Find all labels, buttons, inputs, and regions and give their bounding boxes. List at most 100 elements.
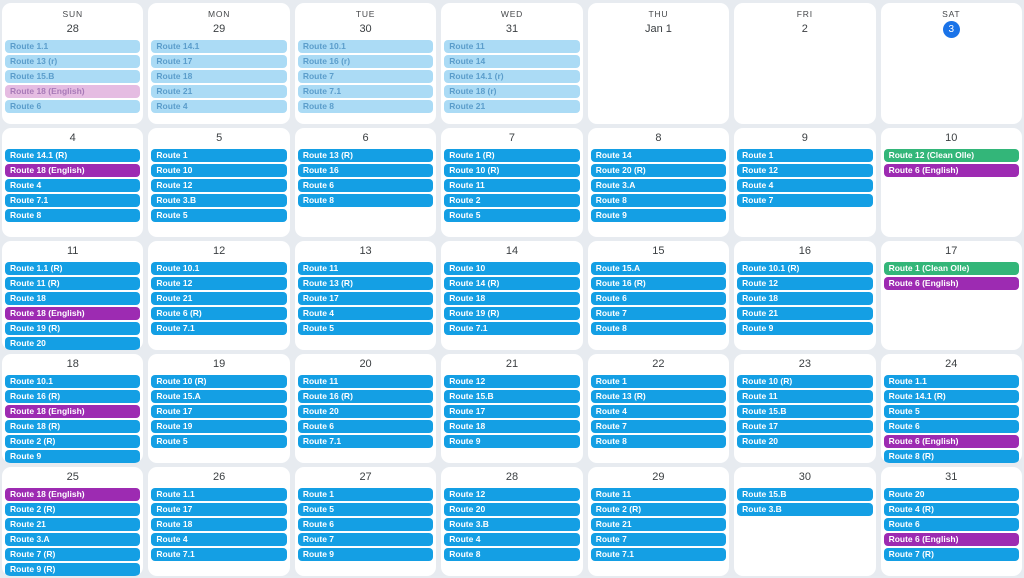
event-chip[interactable]: Route 7.1: [297, 85, 434, 98]
event-chip[interactable]: Route 9: [297, 548, 434, 561]
event-chip[interactable]: Route 4: [737, 179, 873, 192]
event-chip[interactable]: Route 18: [444, 292, 580, 305]
event-chip[interactable]: Route 14.1 (R): [883, 390, 1019, 403]
event-chip[interactable]: Route 10.1 (R): [737, 262, 873, 275]
event-chip[interactable]: Route 11: [297, 375, 434, 388]
day-cell[interactable]: 22 Route 1 Route 13 (R) Route 4 Route 7 Route…: [587, 354, 730, 463]
event-chip[interactable]: Route 10: [151, 164, 287, 177]
event-chip[interactable]: Route 9: [737, 322, 873, 335]
event-chip[interactable]: Route 7: [297, 533, 434, 546]
event-chip[interactable]: Route 19 (R): [5, 322, 141, 335]
event-chip[interactable]: Route 6: [883, 518, 1019, 531]
day-cell[interactable]: 15 Route 15.A Route 16 (R) Route 6 Route 7 Ro…: [587, 241, 730, 350]
event-chip[interactable]: Route 17: [151, 55, 287, 68]
day-cell[interactable]: THU Jan 1: [587, 3, 730, 124]
event-chip[interactable]: Route 1.1: [151, 488, 287, 501]
event-chip[interactable]: Route 6 (English): [883, 277, 1019, 290]
event-chip[interactable]: Route 5: [444, 209, 580, 222]
event-chip[interactable]: Route 6: [5, 100, 141, 113]
date-number[interactable]: 14: [505, 245, 519, 257]
event-chip[interactable]: Route 14.1 (r): [444, 70, 580, 83]
event-chip[interactable]: Route 2: [444, 194, 580, 207]
event-chip[interactable]: Route 3.A: [590, 179, 727, 192]
date-number[interactable]: 28: [66, 23, 79, 35]
event-chip[interactable]: Route 7.1: [590, 548, 727, 561]
day-cell[interactable]: TUE 30 Route 10.1 Route 16 (r) Route 7 Route …: [294, 3, 437, 124]
date-number[interactable]: 4: [69, 132, 76, 144]
event-chip[interactable]: Route 9: [444, 435, 580, 448]
event-chip[interactable]: Route 3.B: [151, 194, 287, 207]
event-chip[interactable]: Route 5: [151, 209, 287, 222]
event-chip[interactable]: Route 13 (R): [297, 149, 434, 162]
event-chip[interactable]: Route 20: [5, 337, 141, 350]
event-chip[interactable]: Route 7: [297, 70, 434, 83]
event-chip[interactable]: Route 8: [5, 209, 141, 222]
day-cell[interactable]: 27 Route 1 Route 5 Route 6 Route 7 Route 9: [294, 467, 437, 576]
event-chip[interactable]: Route 17: [151, 503, 287, 516]
event-chip[interactable]: Route 10.1: [297, 40, 434, 53]
date-number[interactable]: 23: [798, 358, 811, 370]
event-chip[interactable]: Route 10 (R): [737, 375, 873, 388]
event-chip[interactable]: Route 4: [590, 405, 727, 418]
day-cell[interactable]: FRI 2: [734, 3, 876, 124]
day-cell[interactable]: 9 Route 1 Route 12 Route 4 Route 7: [734, 128, 876, 237]
event-chip[interactable]: Route 20: [444, 503, 580, 516]
date-number[interactable]: 16: [798, 245, 811, 257]
date-number[interactable]: 22: [652, 358, 665, 370]
event-chip[interactable]: Route 18: [151, 70, 287, 83]
date-number[interactable]: Jan 1: [644, 23, 672, 35]
event-chip[interactable]: Route 16 (R): [297, 390, 434, 403]
date-number[interactable]: 31: [945, 471, 958, 483]
day-cell[interactable]: 6 Route 13 (R) Route 16 Route 6 Route 8: [294, 128, 437, 237]
day-cell[interactable]: 4 Route 14.1 (R) Route 18 (English) Route 4…: [2, 128, 144, 237]
day-cell[interactable]: 31 Route 20 Route 4 (R) Route 6 Route 6 (Eng…: [880, 467, 1022, 576]
event-chip[interactable]: Route 10.1: [151, 262, 287, 275]
event-chip[interactable]: Route 18 (English): [5, 85, 141, 98]
date-number[interactable]: 27: [359, 471, 372, 483]
date-number[interactable]: 5: [216, 132, 223, 144]
day-cell[interactable]: 11 Route 1.1 (R) Route 11 (R) Route 18 Route…: [2, 241, 144, 350]
event-chip[interactable]: Route 14.1: [151, 40, 287, 53]
event-chip[interactable]: Route 18 (English): [5, 488, 141, 501]
event-chip[interactable]: Route 12: [151, 277, 287, 290]
date-number[interactable]: 17: [945, 245, 958, 257]
event-chip[interactable]: Route 4: [151, 100, 287, 113]
date-number[interactable]: 2: [801, 23, 808, 35]
event-chip[interactable]: Route 9: [5, 450, 141, 463]
event-chip[interactable]: Route 18 (English): [5, 405, 141, 418]
event-chip[interactable]: Route 16 (R): [5, 390, 141, 403]
day-cell[interactable]: 25 Route 18 (English) Route 2 (R) Route 21 R…: [2, 467, 144, 576]
event-chip[interactable]: Route 11: [297, 262, 434, 275]
day-cell[interactable]: WED 31 Route 11 Route 14 Route 14.1 (r) Route…: [441, 3, 583, 124]
event-chip[interactable]: Route 20: [737, 435, 873, 448]
event-chip[interactable]: Route 17: [737, 420, 873, 433]
event-chip[interactable]: Route 18: [5, 292, 141, 305]
event-chip[interactable]: Route 17: [297, 292, 434, 305]
event-chip[interactable]: Route 18: [151, 518, 287, 531]
event-chip[interactable]: Route 19: [151, 420, 287, 433]
date-number[interactable]: 29: [213, 23, 226, 35]
event-chip[interactable]: Route 6 (R): [151, 307, 287, 320]
event-chip[interactable]: Route 18 (R): [5, 420, 141, 433]
day-cell[interactable]: 19 Route 10 (R) Route 15.A Route 17 Route 19…: [148, 354, 290, 463]
event-chip[interactable]: Route 1.1 (R): [5, 262, 141, 275]
day-cell[interactable]: 30 Route 15.B Route 3.B: [734, 467, 876, 576]
event-chip[interactable]: Route 21: [590, 518, 727, 531]
event-chip[interactable]: Route 20: [297, 405, 434, 418]
event-chip[interactable]: Route 5: [151, 435, 287, 448]
date-number[interactable]: 3: [881, 21, 1022, 38]
date-number[interactable]: 28: [505, 471, 519, 483]
event-chip[interactable]: Route 11: [737, 390, 873, 403]
date-number[interactable]: 29: [652, 471, 665, 483]
date-number[interactable]: 15: [652, 245, 665, 257]
event-chip[interactable]: Route 1.1: [883, 375, 1019, 388]
event-chip[interactable]: Route 18 (r): [444, 85, 580, 98]
date-number[interactable]: 12: [213, 245, 226, 257]
event-chip[interactable]: Route 12: [444, 488, 580, 501]
event-chip[interactable]: Route 1: [590, 375, 727, 388]
event-chip[interactable]: Route 8: [297, 100, 434, 113]
event-chip[interactable]: Route 8: [590, 194, 727, 207]
event-chip[interactable]: Route 21: [151, 85, 287, 98]
event-chip[interactable]: Route 4: [151, 533, 287, 546]
